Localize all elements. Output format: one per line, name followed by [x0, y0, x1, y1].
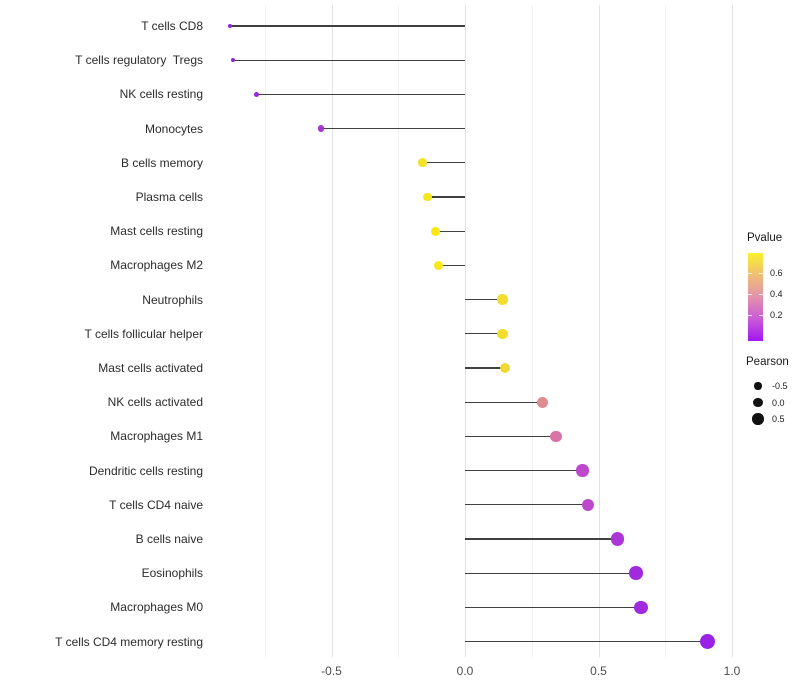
lollipop-stem — [465, 435, 556, 438]
y-axis-label: Macrophages M0 — [110, 600, 203, 615]
lollipop-stem — [230, 25, 465, 27]
y-axis-label: Eosinophils — [141, 566, 203, 581]
lollipop-dot — [417, 158, 427, 168]
gridline-minor — [531, 5, 533, 657]
y-axis-label: Mast cells resting — [110, 224, 203, 239]
x-axis-tick-label: -0.5 — [321, 664, 342, 678]
y-axis-label: Neutrophils — [142, 292, 203, 307]
gridline-minor — [398, 5, 400, 657]
pvalue-tick-mark — [748, 293, 752, 296]
lollipop-stem — [232, 59, 465, 61]
lollipop-stem — [465, 401, 543, 403]
gridline-major — [331, 5, 333, 657]
lollipop-stem — [320, 127, 465, 130]
pvalue-tick-mark — [748, 272, 752, 275]
pvalue-tick-label: 0.6 — [770, 268, 783, 279]
lollipop-stem — [465, 640, 708, 643]
y-axis-label: T cells CD8 — [141, 19, 203, 33]
gridline-major — [732, 5, 733, 657]
pvalue-tick-mark — [759, 272, 763, 275]
gridline-major — [598, 5, 600, 657]
pvalue-legend-title: Pvalue — [747, 232, 783, 244]
lollipop-stem — [435, 230, 465, 232]
lollipop-dot — [230, 58, 235, 63]
lollipop-stem — [465, 504, 588, 506]
lollipop-stem — [465, 538, 618, 540]
lollipop-dot — [431, 226, 441, 236]
lollipop-stem — [465, 572, 636, 574]
pvalue-tick-mark — [759, 314, 763, 317]
lollipop-dot — [634, 600, 648, 615]
pvalue-tick-label: 0.2 — [770, 310, 783, 321]
pearson-key-label: 0.5 — [772, 414, 785, 424]
gridline-minor — [665, 5, 667, 657]
lollipop-stem — [465, 298, 503, 301]
lollipop-dot — [497, 294, 508, 305]
y-axis-label: T cells CD4 memory resting — [55, 634, 203, 649]
y-axis-label: NK cells resting — [119, 87, 203, 102]
pvalue-tick-mark — [748, 314, 752, 317]
lollipop-stem — [465, 606, 642, 609]
lollipop-stem — [438, 264, 465, 267]
lollipop-dot — [629, 566, 643, 580]
pearson-key-label: 0.0 — [772, 397, 785, 408]
y-axis-label: T cells follicular helper — [84, 326, 204, 341]
lollipop-stem — [256, 93, 465, 96]
pvalue-tick-mark — [759, 293, 763, 296]
pearson-key-dot — [754, 382, 762, 390]
lollipop-stem — [465, 333, 503, 335]
y-axis-label: Monocytes — [144, 121, 203, 136]
pvalue-colorbar — [748, 253, 763, 341]
lollipop-dot — [536, 396, 549, 408]
pearson-key-dot — [753, 397, 763, 408]
gridline-major — [465, 5, 466, 657]
x-axis-tick-label: 1.0 — [723, 664, 741, 678]
lollipop-dot — [700, 634, 716, 650]
y-axis-label: B cells naive — [135, 532, 203, 546]
lollipop-dot — [610, 532, 624, 546]
lollipop-dot — [254, 91, 260, 97]
lollipop-dot — [423, 192, 432, 202]
lollipop-stem — [427, 196, 465, 198]
x-axis-tick-label: 0.0 — [456, 664, 474, 678]
y-axis-label: NK cells activated — [107, 395, 203, 410]
lollipop-dot — [581, 498, 594, 511]
lollipop-dot — [499, 362, 511, 374]
lollipop-dot — [549, 430, 562, 443]
gridline-minor — [264, 5, 266, 657]
lollipop-stem — [465, 469, 583, 472]
pearson-key-label: -0.5 — [772, 381, 788, 391]
lollipop-dot — [227, 23, 233, 29]
pearson-legend-title: Pearson — [746, 356, 789, 368]
y-axis-label: B cells memory — [120, 155, 203, 170]
x-axis-tick-label: 0.5 — [590, 664, 607, 678]
y-axis-label: Mast cells activated — [98, 361, 203, 375]
y-axis-label: Plasma cells — [135, 190, 203, 204]
lollipop-dot — [497, 328, 508, 340]
lollipop-dot — [317, 125, 324, 132]
y-axis-label: Macrophages M2 — [110, 258, 203, 273]
pearson-key-dot — [752, 413, 764, 425]
y-axis-label: Dendritic cells resting — [88, 463, 203, 478]
y-axis-label: T cells regulatory Tregs — [75, 53, 203, 68]
lollipop-stem — [465, 367, 506, 369]
y-axis-label: T cells CD4 naive — [109, 497, 203, 512]
pvalue-tick-label: 0.4 — [770, 289, 783, 300]
lollipop-dot — [576, 464, 589, 477]
y-axis-label: Macrophages M1 — [110, 429, 203, 444]
lollipop-dot — [433, 260, 443, 270]
lollipop-stem — [422, 162, 465, 164]
